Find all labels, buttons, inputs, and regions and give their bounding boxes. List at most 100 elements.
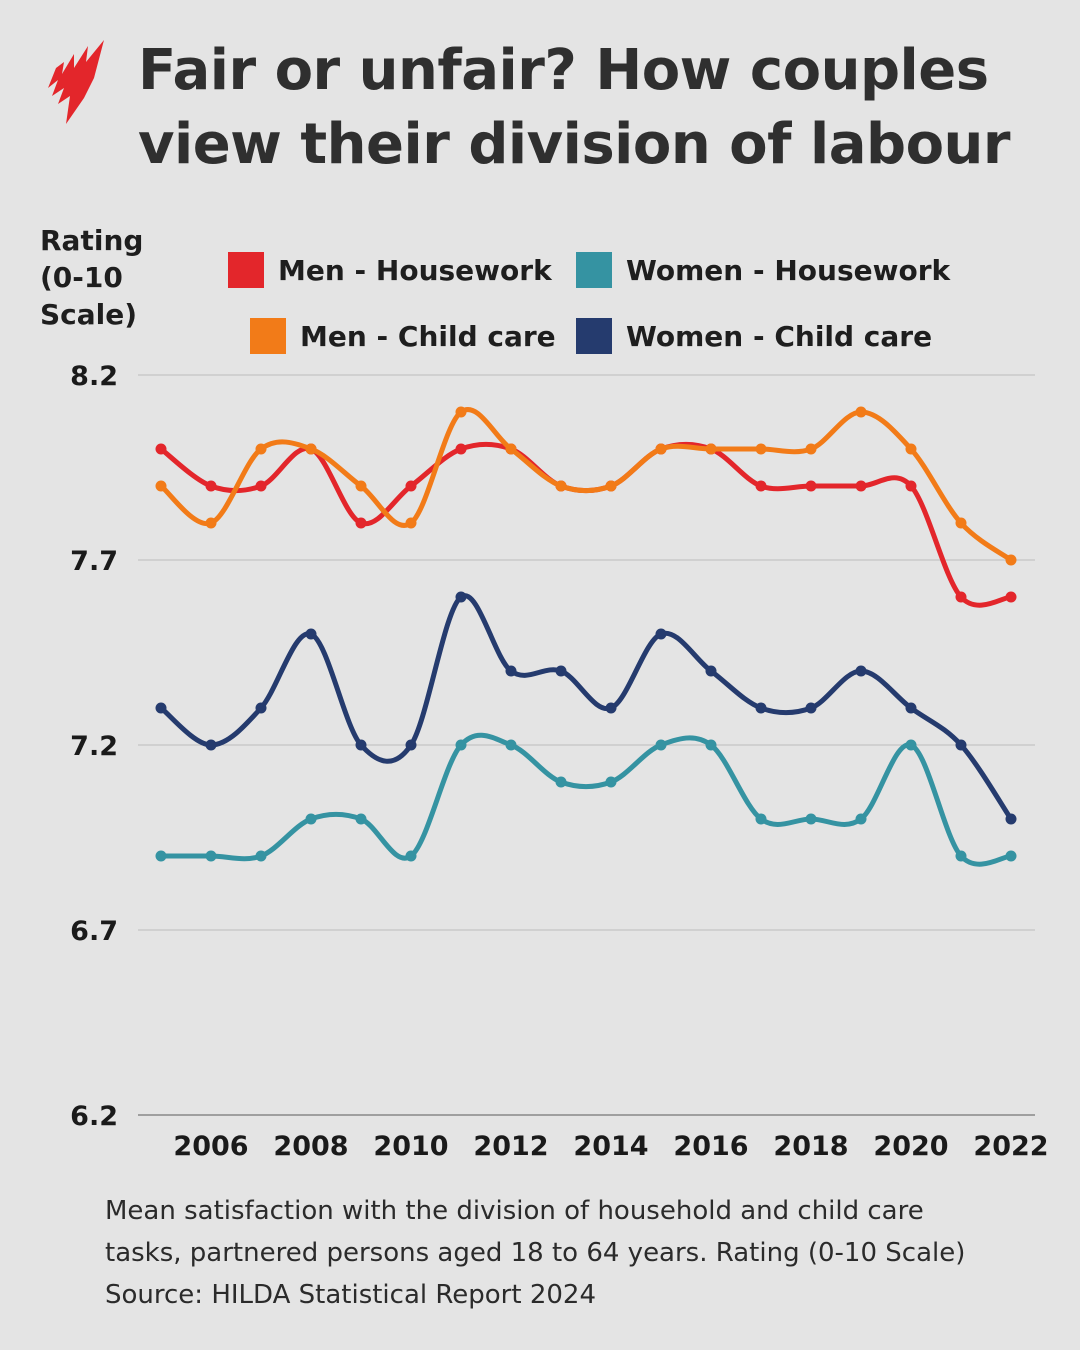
data-point-women-housework bbox=[705, 739, 717, 751]
data-point-women-child-care bbox=[355, 739, 367, 751]
legend-men-housework: Men - Housework bbox=[228, 252, 552, 288]
data-point-women-child-care bbox=[455, 591, 467, 603]
data-point-men-housework bbox=[155, 443, 167, 455]
data-point-men-child-care bbox=[505, 443, 517, 455]
data-point-men-housework bbox=[355, 517, 367, 529]
data-point-women-child-care bbox=[155, 702, 167, 714]
data-point-men-child-care bbox=[205, 517, 217, 529]
data-point-men-child-care bbox=[305, 443, 317, 455]
data-point-men-child-care bbox=[955, 517, 967, 529]
data-point-men-child-care bbox=[1005, 554, 1017, 566]
data-point-men-child-care bbox=[405, 517, 417, 529]
legend-label: Men - Child care bbox=[300, 319, 556, 353]
data-point-men-child-care bbox=[805, 443, 817, 455]
data-point-women-housework bbox=[555, 776, 567, 788]
data-point-men-child-care bbox=[755, 443, 767, 455]
data-point-women-child-care bbox=[855, 665, 867, 677]
data-point-men-child-care bbox=[355, 480, 367, 492]
data-point-women-child-care bbox=[755, 702, 767, 714]
data-point-women-child-care bbox=[255, 702, 267, 714]
legend-label: Men - Housework bbox=[278, 253, 552, 287]
x-tick-label: 2006 bbox=[173, 1131, 248, 1162]
data-point-women-housework bbox=[605, 776, 617, 788]
x-tick-label: 2020 bbox=[873, 1131, 948, 1162]
series-line-men-housework bbox=[158, 441, 1014, 608]
data-point-women-housework bbox=[505, 739, 517, 751]
chart-caption: Mean satisfaction with the division of h… bbox=[105, 1190, 965, 1316]
data-point-women-child-care bbox=[205, 739, 217, 751]
title-line-1: Fair or unfair? How couples bbox=[138, 38, 989, 103]
y-tick-label: 7.2 bbox=[70, 731, 118, 762]
legend-swatch bbox=[228, 252, 264, 288]
data-point-men-child-care bbox=[905, 443, 917, 455]
data-point-men-child-care bbox=[655, 443, 667, 455]
x-tick-label: 2018 bbox=[773, 1131, 848, 1162]
data-point-women-housework bbox=[205, 850, 217, 862]
x-tick-label: 2012 bbox=[473, 1131, 548, 1162]
data-point-women-housework bbox=[655, 739, 667, 751]
data-point-women-housework bbox=[255, 850, 267, 862]
data-point-men-housework bbox=[205, 480, 217, 492]
sbs-logo bbox=[48, 40, 104, 124]
data-point-women-child-care bbox=[305, 628, 317, 640]
data-point-women-housework bbox=[455, 739, 467, 751]
data-point-men-housework bbox=[755, 480, 767, 492]
data-point-women-housework bbox=[955, 850, 967, 862]
page-title: Fair or unfair? How couples view their d… bbox=[138, 34, 1011, 182]
y-axis-label: Rating (0-10 Scale) bbox=[40, 224, 144, 331]
x-tick-label: 2022 bbox=[973, 1131, 1048, 1162]
source-note: Source: HILDA Statistical Report 2024 bbox=[105, 1280, 596, 1310]
data-point-women-child-care bbox=[705, 665, 717, 677]
data-point-men-child-care bbox=[455, 406, 467, 418]
series-line-women-housework bbox=[158, 732, 1014, 867]
data-point-women-housework bbox=[155, 850, 167, 862]
data-point-women-child-care bbox=[405, 739, 417, 751]
data-point-women-housework bbox=[755, 813, 767, 825]
x-tick-label: 2010 bbox=[373, 1131, 448, 1162]
data-point-men-housework bbox=[955, 591, 967, 603]
data-point-women-housework bbox=[905, 739, 917, 751]
data-point-men-housework bbox=[455, 443, 467, 455]
legend-women-housework: Women - Housework bbox=[576, 252, 950, 288]
legend-swatch bbox=[250, 318, 286, 354]
data-point-men-housework bbox=[855, 480, 867, 492]
data-point-men-child-care bbox=[555, 480, 567, 492]
legend-label: Women - Housework bbox=[626, 253, 951, 287]
legend-women-childcare: Women - Child care bbox=[576, 318, 932, 354]
x-tick-label: 2008 bbox=[273, 1131, 348, 1162]
data-point-men-housework bbox=[255, 480, 267, 492]
data-point-women-child-care bbox=[655, 628, 667, 640]
legend-swatch bbox=[576, 318, 612, 354]
data-point-women-housework bbox=[805, 813, 817, 825]
y-tick-label: 6.7 bbox=[70, 916, 118, 947]
data-point-women-child-care bbox=[505, 665, 517, 677]
y-tick-label: 8.2 bbox=[70, 361, 118, 392]
data-point-men-child-care bbox=[705, 443, 717, 455]
data-point-women-housework bbox=[855, 813, 867, 825]
data-point-women-child-care bbox=[955, 739, 967, 751]
data-point-men-child-care bbox=[605, 480, 617, 492]
caption-line-2: tasks, partnered persons aged 18 to 64 y… bbox=[105, 1238, 966, 1268]
data-point-men-child-care bbox=[855, 406, 867, 418]
data-point-women-housework bbox=[305, 813, 317, 825]
title-line-2: view their division of labour bbox=[138, 112, 1011, 177]
legend-label: Women - Child care bbox=[626, 319, 933, 353]
data-point-women-housework bbox=[355, 813, 367, 825]
data-point-women-child-care bbox=[805, 702, 817, 714]
data-point-women-housework bbox=[1005, 850, 1017, 862]
data-point-men-housework bbox=[405, 480, 417, 492]
data-point-men-housework bbox=[1005, 591, 1017, 603]
data-point-men-child-care bbox=[155, 480, 167, 492]
legend-swatch bbox=[576, 252, 612, 288]
data-point-women-housework bbox=[405, 850, 417, 862]
data-point-men-housework bbox=[805, 480, 817, 492]
x-tick-label: 2016 bbox=[673, 1131, 748, 1162]
data-point-women-child-care bbox=[905, 702, 917, 714]
data-point-women-child-care bbox=[605, 702, 617, 714]
caption-line-1: Mean satisfaction with the division of h… bbox=[105, 1196, 924, 1226]
legend-men-childcare: Men - Child care bbox=[250, 318, 556, 354]
y-tick-label: 7.7 bbox=[70, 546, 118, 577]
data-point-women-child-care bbox=[1005, 813, 1017, 825]
y-tick-label: 6.2 bbox=[70, 1101, 118, 1132]
